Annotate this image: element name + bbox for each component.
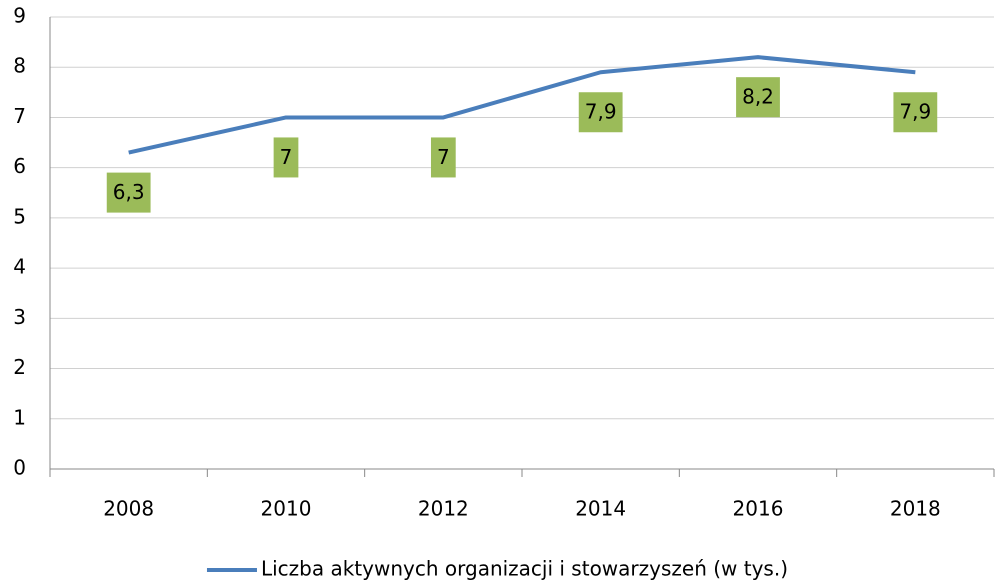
y-tick-label: 0	[13, 456, 26, 480]
data-label-box	[106, 172, 151, 213]
y-tick-label: 1	[13, 405, 26, 429]
data-label-box	[893, 92, 938, 133]
data-label: 8,2	[742, 85, 774, 109]
data-label: 7,9	[899, 100, 931, 124]
x-tick-label: 2012	[418, 497, 469, 521]
data-label-box	[578, 92, 623, 133]
y-tick-label: 8	[13, 54, 26, 78]
x-tick-label: 2008	[103, 497, 154, 521]
y-tick-label: 4	[13, 255, 26, 279]
series-line	[128, 55, 916, 155]
y-tick-label: 5	[13, 204, 26, 228]
data-label: 7	[280, 145, 293, 169]
data-label: 7	[437, 145, 450, 169]
data-label-box	[736, 77, 780, 118]
data-label-box	[273, 137, 299, 178]
y-tick-label: 7	[13, 104, 26, 128]
data-label: 7,9	[585, 100, 617, 124]
x-tick-label: 2018	[890, 497, 941, 521]
data-label: 6,3	[113, 180, 145, 204]
x-tick-label: 2014	[575, 497, 626, 521]
data-label-box	[430, 137, 456, 178]
x-tick-label: 2016	[733, 497, 784, 521]
y-tick-label: 6	[13, 154, 26, 178]
y-tick-label: 3	[13, 305, 26, 329]
y-tick-label: 2	[13, 355, 26, 379]
y-tick-label: 9	[13, 4, 26, 28]
legend-label: Liczba aktywnych organizacji i stowarzys…	[261, 557, 788, 581]
x-tick-label: 2010	[261, 497, 312, 521]
